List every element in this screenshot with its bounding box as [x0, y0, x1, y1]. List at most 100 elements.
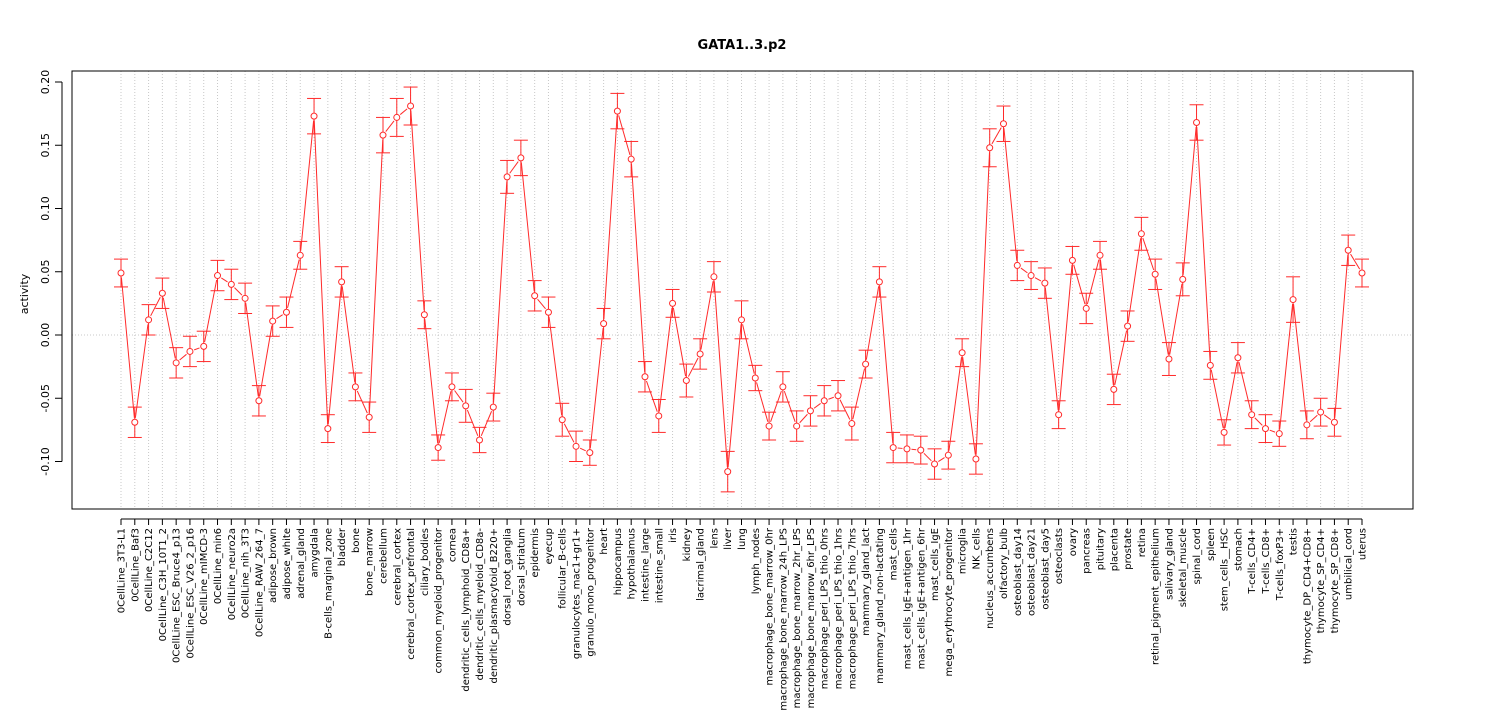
x-tick-label: liver: [723, 527, 734, 550]
y-tick-label: 0.00: [39, 323, 52, 348]
series-line-segment: [770, 390, 782, 423]
data-point: [338, 278, 346, 286]
series-line-segment: [618, 115, 631, 155]
plot-frame: [71, 70, 1414, 510]
data-point: [751, 374, 759, 382]
data-point: [1124, 322, 1132, 330]
series-line-segment: [520, 162, 535, 292]
data-point: [889, 444, 897, 452]
x-tick-label: 0CellLine_Baf3: [130, 528, 141, 602]
data-point: [1082, 304, 1090, 312]
y-axis: -0.10 -0.05 0.00 0.05 0.10 0.15 0.20: [39, 70, 63, 476]
series-line-segment: [120, 277, 135, 418]
data-point: [379, 131, 387, 139]
x-tick-label: follicular_B-cells: [558, 528, 569, 609]
x-tick-label: bone: [351, 528, 362, 553]
series-line-segment: [1044, 287, 1059, 411]
series-line-segment: [1142, 237, 1155, 271]
data-point: [806, 407, 814, 415]
series-line-segment: [424, 319, 439, 444]
x-tick-label: mast_cells_IgE+antigen_1hr: [902, 527, 913, 669]
x-tick-label: eyecup: [544, 528, 555, 564]
x-tick-label: skeletal_muscle: [1178, 528, 1189, 607]
x-tick-label: 0CellLine_nih_3T3: [241, 528, 252, 618]
x-tick-label: testis: [1289, 528, 1300, 555]
series-line-segment: [713, 281, 728, 468]
x-axis-labels: 0CellLine_3T3-L1 0CellLine_Baf3 0CellLine_…: [117, 518, 1369, 711]
series-line-segment: [454, 390, 464, 403]
x-tick-label: cerebral_cortex: [392, 528, 403, 606]
series-line-segment: [466, 409, 479, 437]
x-tick-label: prostate: [1123, 528, 1134, 570]
series-line-segment: [687, 357, 699, 377]
data-point: [600, 320, 608, 328]
data-point: [420, 311, 428, 319]
x-tick-label: 0CellLine_neuro2a: [227, 528, 238, 620]
x-tick-label: salivary_gland: [1164, 528, 1175, 600]
series-line-segment: [630, 163, 646, 373]
x-tick-label: granulocytes_mac1+gr1+: [572, 528, 583, 659]
series-line-segment: [975, 152, 991, 455]
data-point: [1110, 385, 1118, 393]
x-tick-label: kidney: [682, 528, 693, 561]
data-point: [655, 412, 663, 420]
x-tick-label: bone_marrow: [365, 528, 376, 596]
series-line-segment: [341, 286, 356, 383]
y-tick-label: 0.20: [39, 70, 52, 95]
data-point: [999, 120, 1007, 128]
data-point: [1068, 256, 1076, 264]
x-tick-label: umbilical_cord: [1344, 528, 1355, 600]
series-line-segment: [1058, 264, 1073, 411]
data-point: [669, 299, 677, 307]
data-point: [255, 397, 263, 405]
series-line-segment: [799, 413, 808, 424]
series-line-segment: [1350, 253, 1361, 270]
y-tick-label: 0.10: [39, 196, 52, 221]
series-line-segment: [672, 307, 687, 377]
x-tick-label: intestine_small: [654, 528, 665, 603]
x-tick-label: 0CellLine_C2C12: [144, 528, 155, 612]
x-tick-label: dorsal_striatum: [516, 528, 527, 606]
x-tick-label: 0CellLine_C3H_10T1_2: [158, 528, 169, 641]
x-tick-label: dorsal_root_ganglia: [503, 528, 514, 626]
data-point: [1151, 270, 1159, 278]
series-line-segment: [962, 357, 976, 455]
data-point: [434, 444, 442, 452]
x-tick-label: B-cells_marginal_zone: [323, 528, 334, 639]
data-point: [586, 449, 594, 457]
x-tick-label: macrophage_bone_marrow_24h_LPS: [778, 528, 789, 711]
x-tick-label: macrophage_peri_LPS_thio_0hrs: [820, 528, 831, 689]
series-line-segment: [658, 307, 673, 412]
series-line-segment: [879, 286, 894, 444]
series-line-segment: [245, 302, 259, 397]
x-tick-label: hypothalamus: [627, 528, 638, 599]
data-point: [738, 316, 745, 324]
series-line-segment: [259, 325, 273, 397]
x-tick-label: 0CellLine_3T3-L1: [117, 528, 128, 613]
data-point: [324, 425, 332, 433]
data-point: [1303, 421, 1311, 429]
data-point: [1275, 430, 1283, 438]
series-line-segment: [756, 382, 769, 422]
x-tick-label: pituitary: [1096, 528, 1107, 570]
data-point: [710, 273, 718, 281]
series-line-segment: [923, 452, 932, 462]
data-point: [448, 383, 456, 391]
x-tick-label: lacrimal_gland: [696, 528, 707, 601]
x-tick-label: adipose_white: [282, 528, 293, 599]
series-line-segment: [134, 324, 149, 418]
data-point: [820, 397, 828, 405]
x-tick-label: mammary_gland_non-lactating: [875, 528, 886, 684]
series-line-segment: [234, 287, 243, 296]
data-point: [627, 155, 635, 163]
data-point: [1344, 246, 1352, 254]
x-tick-label: ciliary_bodies: [420, 528, 431, 596]
x-tick-label: uterus: [1358, 528, 1369, 560]
x-tick-label: dendritic_plasmacytoid_B220+: [489, 528, 500, 684]
data-point: [393, 113, 401, 121]
x-tick-label: placenta: [1109, 528, 1120, 571]
series-line-segment: [1269, 429, 1276, 433]
x-tick-label: granulo_mono_progenitor: [585, 527, 596, 656]
data-point: [1179, 275, 1187, 283]
data-point: [158, 289, 166, 297]
